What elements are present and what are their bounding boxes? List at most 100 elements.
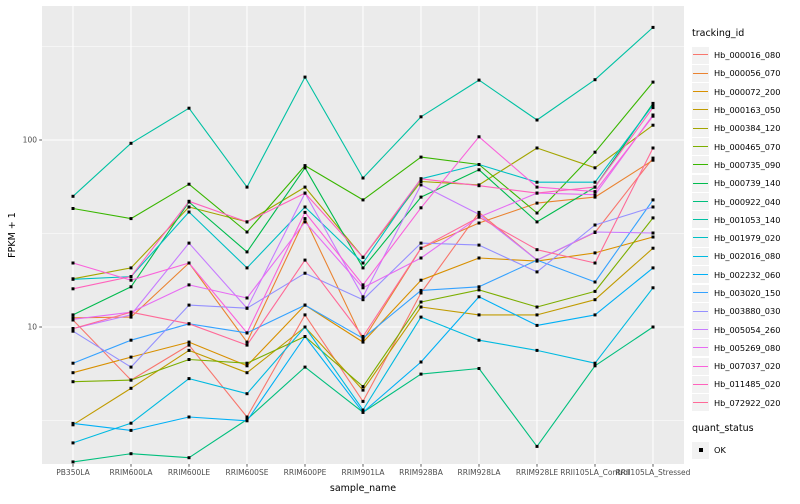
data-point (187, 415, 191, 419)
x-tick-label: RRIM600LA (110, 468, 154, 477)
legend-item-Hb_000056_070: Hb_000056_070 (692, 64, 798, 82)
data-point (129, 355, 133, 359)
legend-item-Hb_003880_030: Hb_003880_030 (692, 302, 798, 320)
data-point (245, 392, 249, 396)
legend-key (692, 266, 709, 284)
data-point (129, 315, 133, 319)
legend-item-Hb_000072_200: Hb_000072_200 (692, 83, 798, 101)
legend-item-label: Hb_002016_080 (714, 251, 781, 262)
data-point (535, 313, 539, 317)
data-point (303, 217, 307, 221)
data-point (303, 271, 307, 275)
legend-item-Hb_000384_120: Hb_000384_120 (692, 119, 798, 137)
legend-key (692, 138, 709, 156)
data-point (71, 380, 75, 384)
line-swatch-icon (693, 182, 708, 184)
plot-panel: 100 10 PB350LA RRIM600LA RRIM600LE RRIM600SE R… (23, 6, 691, 477)
legend-key (692, 119, 709, 137)
data-point (187, 343, 191, 347)
data-point (71, 261, 75, 265)
data-point (535, 146, 539, 150)
legend-item-label: Hb_005054_260 (714, 324, 781, 335)
data-point (187, 283, 191, 287)
data-point (187, 322, 191, 326)
data-point (419, 360, 423, 364)
line-swatch-icon (693, 54, 708, 56)
data-point (419, 195, 423, 199)
data-point (303, 258, 307, 262)
legend-key (692, 46, 709, 64)
data-point (419, 372, 423, 376)
legend-item-label: Hb_011485_020 (714, 379, 781, 390)
data-point (129, 217, 133, 221)
data-point (303, 365, 307, 369)
y-tick-label: 10 (27, 323, 37, 332)
data-point (245, 419, 249, 423)
line-swatch-icon (693, 255, 708, 257)
data-point (361, 298, 365, 302)
data-point (651, 235, 655, 239)
data-point (593, 193, 597, 197)
legend-key (692, 174, 709, 192)
data-point (361, 336, 365, 340)
data-point (477, 367, 481, 370)
data-point (651, 198, 655, 202)
data-point (535, 258, 539, 262)
data-point (303, 75, 307, 79)
data-point (245, 361, 249, 365)
legend-item-label: Hb_000056_070 (714, 68, 781, 79)
legend-item-label: Hb_003020_150 (714, 288, 781, 298)
legend-item-Hb_000739_140: Hb_000739_140 (692, 174, 798, 192)
data-point (419, 183, 423, 187)
data-point (303, 313, 307, 317)
data-point (361, 408, 365, 412)
data-point (535, 305, 539, 309)
data-point (187, 106, 191, 110)
data-point (477, 295, 481, 299)
data-point (187, 358, 191, 361)
data-point (535, 270, 539, 274)
data-point (71, 329, 75, 333)
legend-key (692, 302, 709, 320)
data-point (477, 243, 481, 247)
legend-key (692, 357, 709, 375)
legend-tracking-id-items: Hb_000016_080 Hb_000056_070 Hb_000072_200 H… (692, 46, 798, 412)
data-point (129, 278, 133, 282)
data-point (129, 365, 133, 369)
data-point (419, 256, 423, 260)
data-point (651, 216, 655, 220)
y-tick-label: 100 (23, 136, 38, 145)
data-point (245, 371, 249, 375)
legend-key (692, 339, 709, 357)
data-point (71, 317, 75, 321)
line-swatch-icon (693, 127, 708, 129)
legend-item-label: Hb_007037_020 (714, 361, 781, 372)
data-point (593, 230, 597, 234)
data-point (477, 338, 481, 342)
legend-item-label: Hb_000163_050 (714, 105, 781, 116)
data-point (129, 386, 133, 390)
data-point (535, 118, 539, 122)
data-point (245, 250, 249, 254)
legend-item-label: Hb_000739_140 (714, 178, 781, 189)
data-point (361, 335, 365, 338)
data-point (71, 277, 75, 281)
data-point (477, 313, 481, 317)
data-point (419, 180, 423, 183)
legend-item-label: OK (714, 445, 726, 456)
data-point (593, 223, 597, 227)
line-swatch-icon (693, 91, 708, 93)
x-tick-label: RRIM600SE (226, 468, 269, 477)
data-point (361, 338, 365, 342)
data-point (187, 377, 191, 381)
data-point (187, 261, 191, 265)
data-point (245, 340, 249, 344)
data-point (477, 184, 481, 188)
data-point (651, 156, 655, 160)
data-point (303, 185, 307, 189)
data-point (651, 25, 655, 29)
line-swatch-icon (693, 402, 708, 404)
data-point (245, 266, 249, 270)
data-point (419, 241, 423, 245)
legend-item-Hb_000922_040: Hb_000922_040 (692, 192, 798, 211)
